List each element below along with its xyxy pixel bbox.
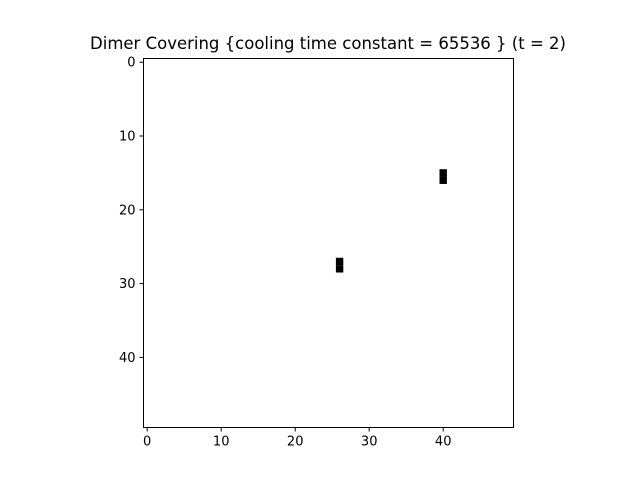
x-tick-label: 40 xyxy=(435,435,452,450)
x-tick-label: 20 xyxy=(287,435,304,450)
y-tick-label: 20 xyxy=(119,203,136,218)
plot-frame xyxy=(143,58,514,428)
x-tick-label: 30 xyxy=(361,435,378,450)
y-axis: 0 10 20 30 40 xyxy=(119,56,144,366)
chart-title: Dimer Covering {cooling time constant = … xyxy=(90,34,566,53)
y-tick-label: 30 xyxy=(119,277,136,292)
plot-area xyxy=(143,58,514,428)
filled-cell xyxy=(335,257,344,266)
filled-cell xyxy=(439,176,447,184)
y-tick-label: 40 xyxy=(119,351,136,366)
filled-cell xyxy=(335,265,344,273)
filled-cell xyxy=(439,169,447,177)
heatmap-cells xyxy=(335,169,447,273)
x-axis: 0 10 20 30 40 xyxy=(143,427,452,450)
x-tick-label: 10 xyxy=(213,435,230,450)
x-tick-label: 0 xyxy=(143,435,151,450)
y-tick-label: 10 xyxy=(119,129,136,144)
y-tick-label: 0 xyxy=(127,56,135,71)
